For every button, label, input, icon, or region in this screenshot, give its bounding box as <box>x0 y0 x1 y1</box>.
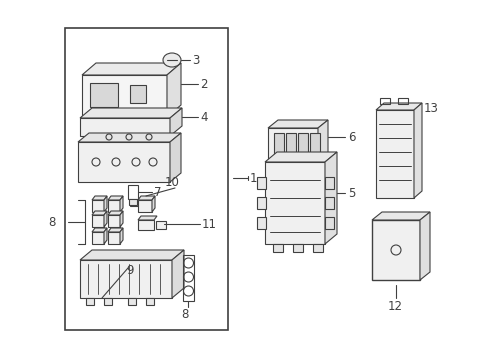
Text: 8: 8 <box>48 216 55 229</box>
Polygon shape <box>152 196 155 212</box>
Text: 2: 2 <box>200 77 207 90</box>
Bar <box>87 117 109 127</box>
Bar <box>130 85 146 103</box>
Polygon shape <box>92 211 107 215</box>
Bar <box>92 200 104 212</box>
Bar <box>325 197 333 209</box>
Polygon shape <box>104 211 107 227</box>
Bar <box>78 142 170 182</box>
Polygon shape <box>413 103 421 198</box>
Bar <box>183 255 194 301</box>
Bar <box>104 298 112 305</box>
Polygon shape <box>419 212 429 280</box>
Text: 12: 12 <box>387 300 402 312</box>
Bar <box>257 197 265 209</box>
Bar <box>257 217 265 229</box>
Bar <box>65 28 227 330</box>
Bar <box>325 217 333 229</box>
Polygon shape <box>170 133 181 182</box>
Bar <box>325 177 333 189</box>
Bar <box>271 163 313 173</box>
Polygon shape <box>80 250 183 260</box>
Bar <box>108 232 120 244</box>
Polygon shape <box>170 108 182 136</box>
Text: 8: 8 <box>181 309 188 321</box>
Bar <box>90 83 118 107</box>
Bar <box>312 244 323 252</box>
Polygon shape <box>167 63 181 117</box>
Polygon shape <box>78 133 181 142</box>
Polygon shape <box>317 120 327 163</box>
Polygon shape <box>80 108 182 118</box>
Bar <box>128 298 136 305</box>
Bar <box>272 244 283 252</box>
Bar <box>82 75 167 117</box>
Polygon shape <box>120 211 123 227</box>
Text: 7: 7 <box>154 185 161 198</box>
Bar <box>138 220 154 230</box>
Bar <box>397 98 407 104</box>
Polygon shape <box>172 250 183 298</box>
Bar <box>371 220 419 280</box>
Polygon shape <box>104 228 107 244</box>
Bar <box>257 177 265 189</box>
Bar <box>80 118 170 136</box>
Bar <box>140 117 162 127</box>
Bar <box>108 215 120 227</box>
Bar <box>264 162 325 244</box>
Ellipse shape <box>163 53 181 67</box>
Polygon shape <box>108 211 123 215</box>
Text: 3: 3 <box>192 54 199 67</box>
Text: 10: 10 <box>164 176 180 189</box>
Bar <box>309 133 319 155</box>
Polygon shape <box>120 228 123 244</box>
Polygon shape <box>138 196 155 200</box>
Bar <box>80 260 172 298</box>
Bar <box>86 298 94 305</box>
Polygon shape <box>108 196 123 200</box>
Text: 13: 13 <box>423 102 438 114</box>
Text: 5: 5 <box>347 186 355 199</box>
Polygon shape <box>375 103 421 110</box>
Text: 9: 9 <box>126 264 133 276</box>
Bar <box>129 199 137 205</box>
Bar <box>375 110 413 198</box>
Bar <box>297 133 307 155</box>
Text: 4: 4 <box>200 111 207 123</box>
Polygon shape <box>267 120 327 128</box>
Bar <box>146 298 154 305</box>
Polygon shape <box>325 152 336 244</box>
Bar <box>108 200 120 212</box>
Polygon shape <box>108 228 123 232</box>
Polygon shape <box>138 216 157 220</box>
Polygon shape <box>82 63 181 75</box>
Polygon shape <box>120 196 123 212</box>
Bar <box>138 200 152 212</box>
Text: 6: 6 <box>347 131 355 144</box>
Bar <box>92 215 104 227</box>
Bar <box>285 133 295 155</box>
Polygon shape <box>92 196 107 200</box>
Bar <box>156 221 165 229</box>
Text: 1: 1 <box>249 171 257 185</box>
Polygon shape <box>104 196 107 212</box>
Bar <box>267 128 317 163</box>
Polygon shape <box>264 152 336 162</box>
Bar <box>273 133 284 155</box>
Bar <box>292 244 303 252</box>
Polygon shape <box>92 228 107 232</box>
Polygon shape <box>371 212 429 220</box>
Bar <box>379 98 389 104</box>
Text: 11: 11 <box>202 217 217 230</box>
Bar <box>128 185 138 199</box>
Bar <box>92 232 104 244</box>
